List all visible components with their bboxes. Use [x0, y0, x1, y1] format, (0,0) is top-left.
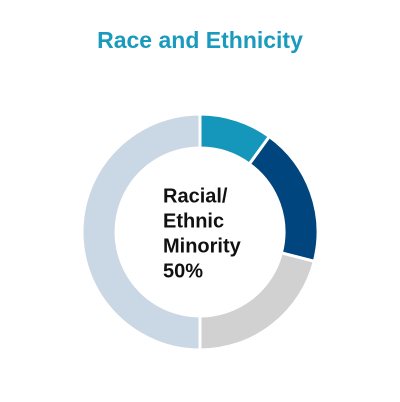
center-label: 50% — [163, 260, 203, 282]
center-label: Racial/ — [163, 185, 228, 207]
donut-segment — [198, 251, 317, 352]
donut-segment — [247, 134, 320, 264]
chart-title: Race and Ethnicity — [97, 27, 303, 53]
center-label: Ethnic — [163, 210, 224, 232]
donut-segment — [80, 112, 202, 352]
center-label: Minority — [163, 235, 242, 257]
